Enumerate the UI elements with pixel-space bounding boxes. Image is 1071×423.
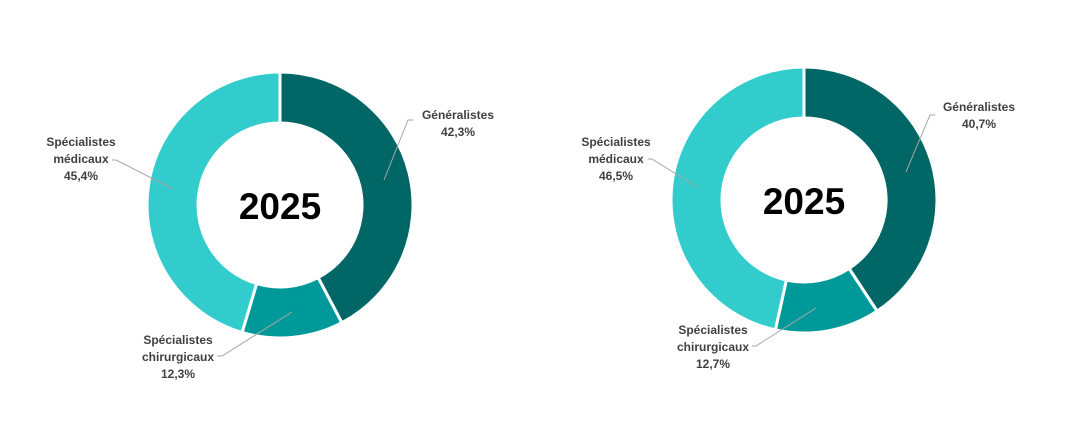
label-specialistes-chirurgicaux-line2: chirurgicaux [142,350,214,364]
value-specialistes-chirurgicaux: 12,7% [696,357,730,371]
label-specialistes-medicaux-line1: Spécialistes [581,135,651,149]
label-generalistes: Généralistes [943,100,1015,114]
leader-line-generalistes [383,119,413,181]
slice-specialistes-medicaux [145,70,282,335]
donut-chart-left: 2025 Généralistes 42,3% Spécialistes chi… [46,70,494,381]
slice-generalistes [278,70,415,325]
label-specialistes-chirurgicaux-line2: chirurgicaux [677,340,749,354]
value-generalistes: 40,7% [962,117,996,131]
slice-generalistes [802,65,939,314]
value-specialistes-medicaux: 46,5% [599,169,633,183]
leader-line-specialistes-chirurgicaux [752,307,817,347]
donut-chart-right: 2025 Généralistes 40,7% Spécialistes chi… [581,65,1015,371]
label-specialistes-chirurgicaux-line1: Spécialistes [143,333,213,347]
center-label: 2025 [239,186,321,227]
leader-line-specialistes-medicaux [648,158,698,188]
value-specialistes-medicaux: 45,4% [64,169,98,183]
label-specialistes-medicaux-line2: médicaux [53,152,109,166]
value-specialistes-chirurgicaux: 12,3% [161,367,195,381]
value-generalistes: 42,3% [441,125,475,139]
leader-line-specialistes-chirurgicaux [217,311,293,357]
center-label: 2025 [763,181,845,222]
slice-specialistes-medicaux [669,65,806,332]
label-specialistes-medicaux-line2: médicaux [588,152,644,166]
label-generalistes: Généralistes [422,108,494,122]
leader-line-generalistes [905,114,935,173]
label-specialistes-chirurgicaux-line1: Spécialistes [678,323,748,337]
leader-line-specialistes-medicaux [112,159,174,190]
label-specialistes-medicaux-line1: Spécialistes [46,135,116,149]
